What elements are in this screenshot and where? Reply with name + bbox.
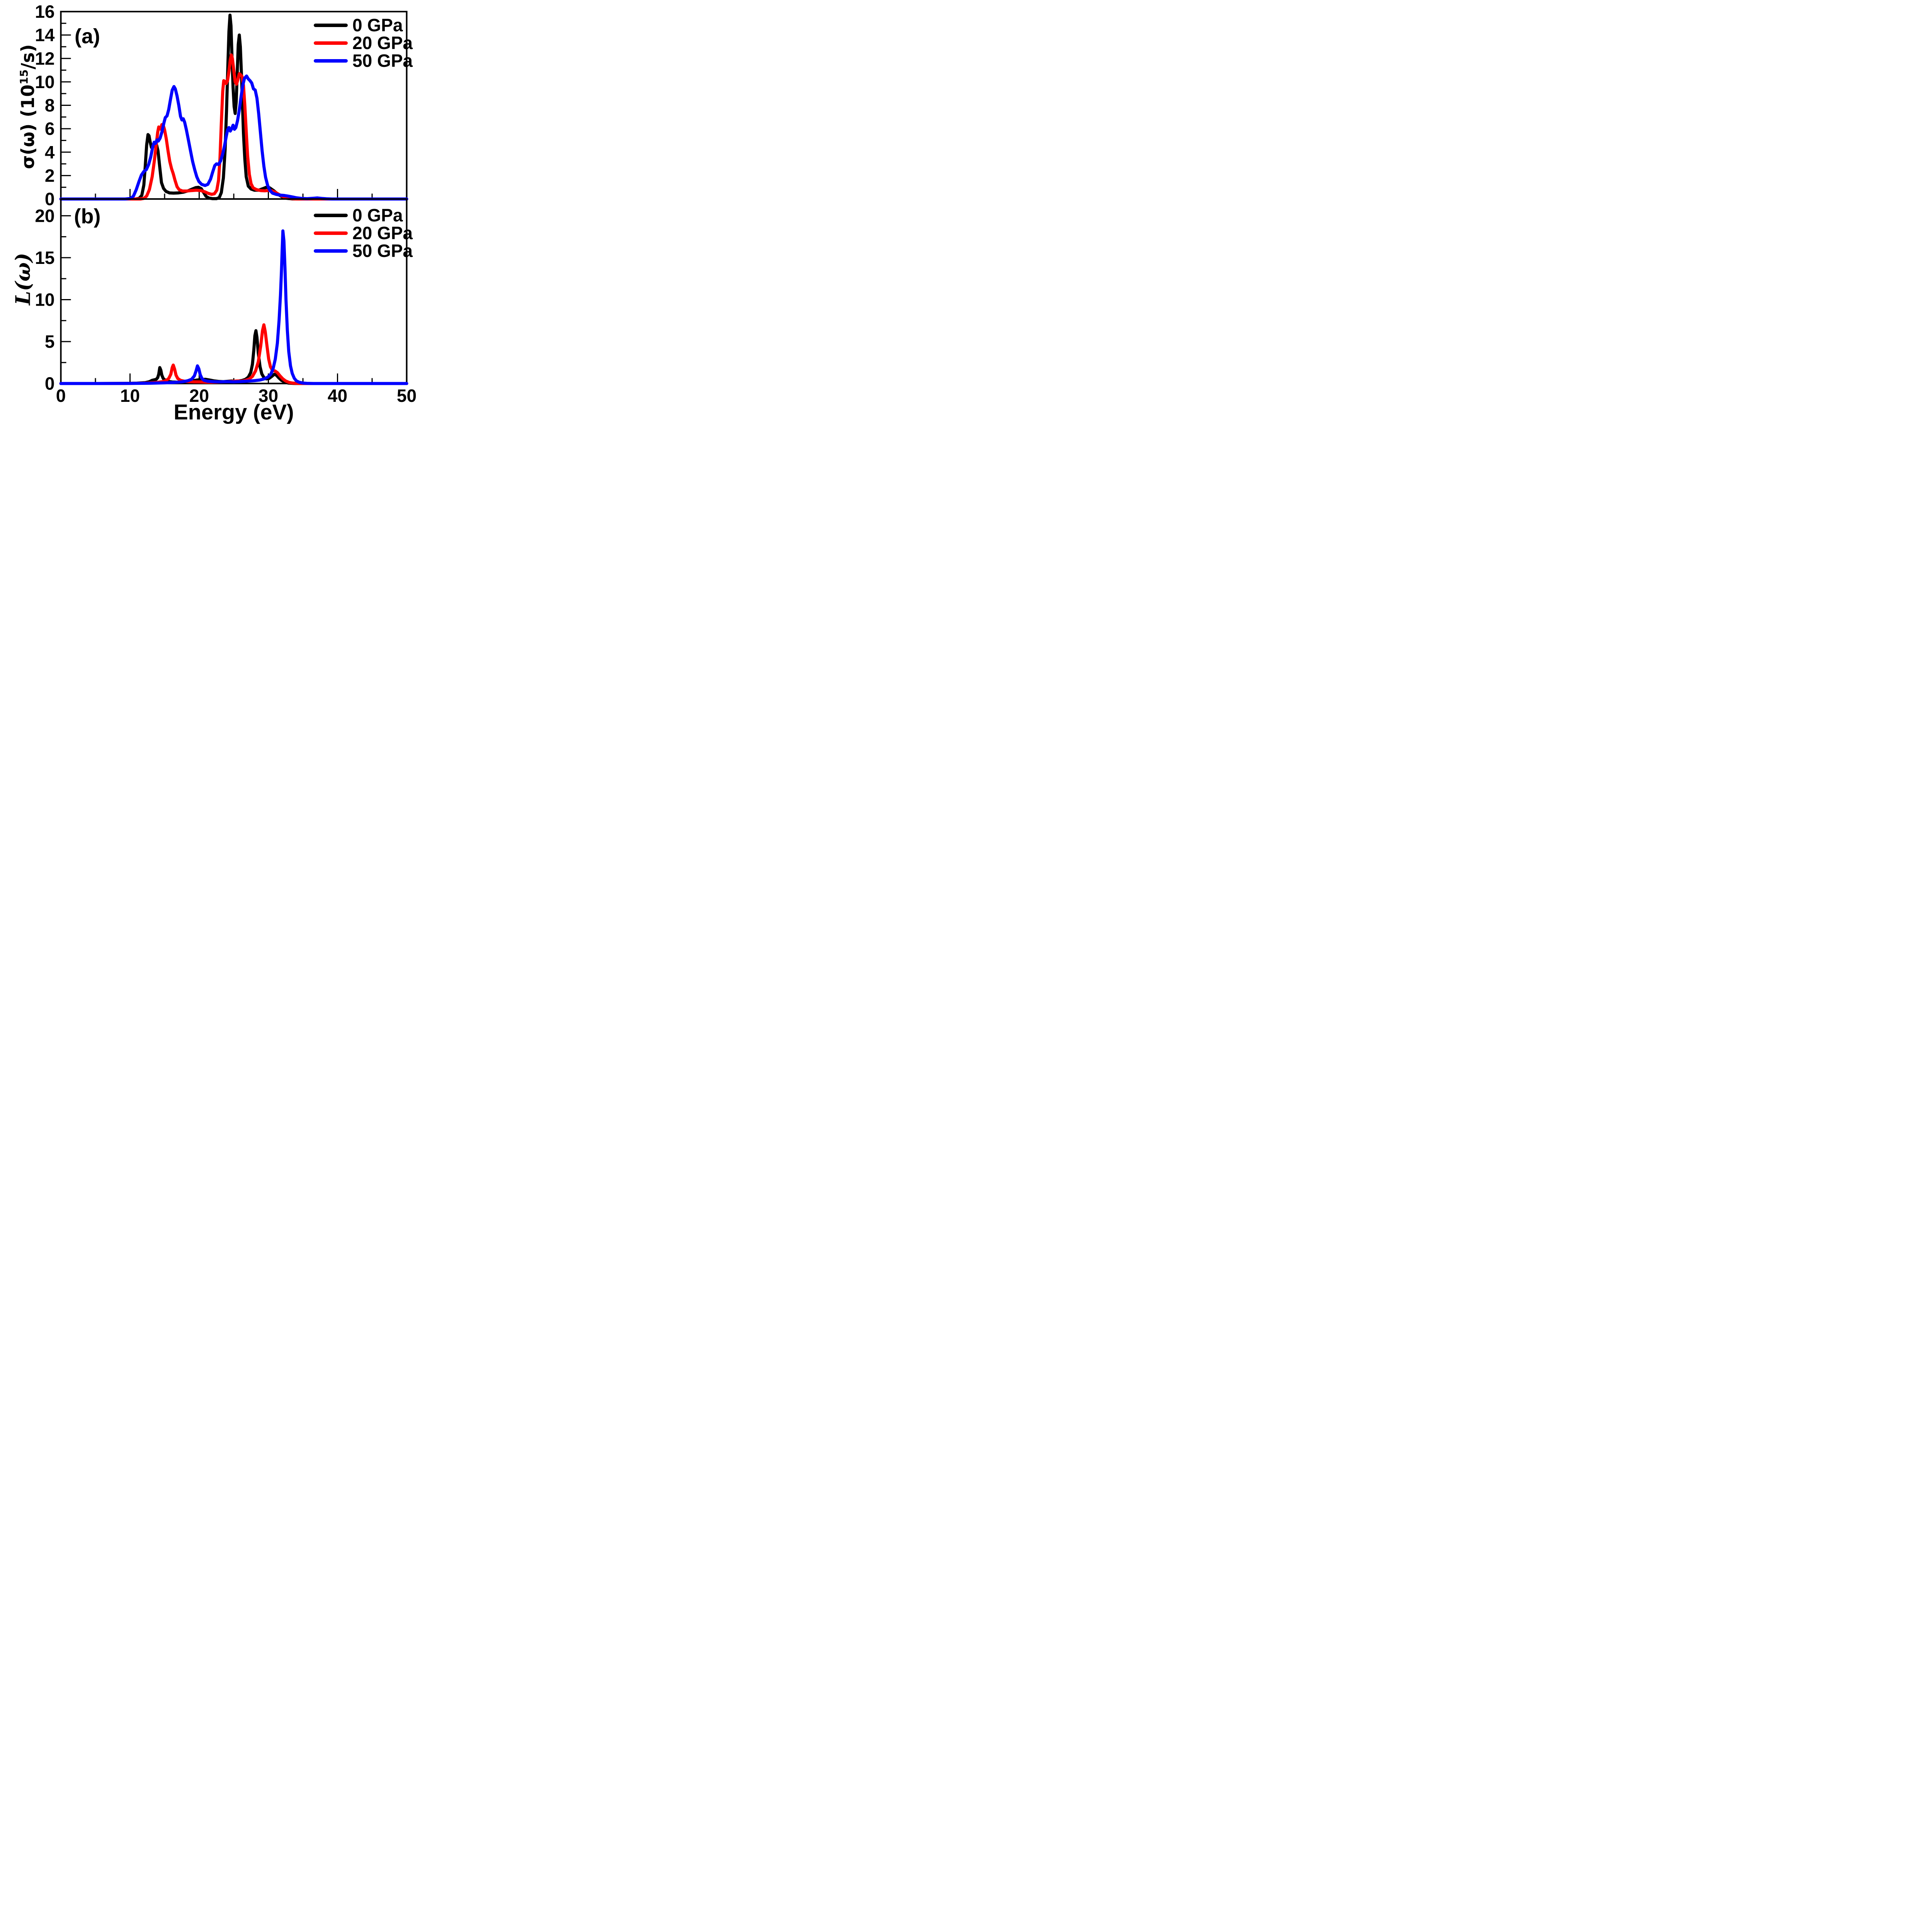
y-axis-label-prefix: σ(ω) (10 bbox=[17, 84, 38, 169]
panel-b-y-axis-label: L(ω) bbox=[11, 253, 35, 305]
legend-label-20gpa: 20 GPa bbox=[352, 223, 413, 243]
legend-label-50gpa: 50 GPa bbox=[352, 241, 413, 261]
panel-a-y-tick-label: 0 bbox=[45, 189, 55, 209]
panel-a-y-tick-label: 12 bbox=[35, 48, 54, 68]
panel-a-y-tick-label: 6 bbox=[45, 119, 55, 139]
y-axis-label-superscript: 15 bbox=[17, 69, 31, 85]
panel-b-curve-20-gpa bbox=[59, 323, 408, 385]
legend-line-swatch-0gpa bbox=[314, 23, 348, 27]
panel-b-y-tick-label: 0 bbox=[45, 374, 55, 394]
legend-item: 0 GPa bbox=[314, 206, 413, 224]
x-tick-label: 50 bbox=[397, 386, 417, 406]
x-tick-label: 0 bbox=[56, 386, 66, 406]
y-axis-label-suffix: /s) bbox=[17, 44, 38, 70]
x-tick-label: 30 bbox=[259, 386, 278, 406]
legend-item: 50 GPa bbox=[314, 52, 413, 70]
panel-b-y-tick-label: 10 bbox=[35, 289, 54, 310]
x-tick-label: 40 bbox=[328, 386, 347, 406]
legend-label-0gpa: 0 GPa bbox=[352, 205, 403, 225]
panel-b-y-tick-label: 15 bbox=[35, 248, 54, 268]
legend-item: 50 GPa bbox=[314, 242, 413, 260]
panel-b-curve-50-gpa bbox=[59, 229, 408, 385]
panel-a-legend: 0 GPa 20 GPa 50 GPa bbox=[314, 16, 413, 70]
legend-label-50gpa: 50 GPa bbox=[352, 51, 413, 71]
panel-b-curve-0-gpa bbox=[59, 329, 408, 385]
panel-a-curve-50-gpa bbox=[59, 74, 408, 201]
legend-line-swatch-50gpa bbox=[314, 249, 348, 253]
panel-a-y-tick-label: 14 bbox=[35, 25, 55, 45]
legend-line-swatch-50gpa bbox=[314, 59, 348, 63]
panel-b-y-tick-label: 20 bbox=[35, 206, 54, 226]
x-tick-label: 20 bbox=[189, 386, 209, 406]
x-tick-label: 10 bbox=[120, 386, 140, 406]
panel-b-y-tick-label: 5 bbox=[45, 332, 55, 352]
legend-item: 20 GPa bbox=[314, 34, 413, 52]
panel-a-label: (a) bbox=[75, 25, 100, 48]
legend-line-swatch-20gpa bbox=[314, 231, 348, 235]
panel-a-y-tick-label: 10 bbox=[35, 72, 54, 92]
panel-a-y-tick-label: 4 bbox=[45, 142, 55, 162]
figure: 0 2 4 6 8 10 12 14 16 0 5 10 15 20 0 10 20 30 40 50 σ(ω) (1… bbox=[0, 0, 417, 426]
panel-b-legend: 0 GPa 20 GPa 50 GPa bbox=[314, 206, 413, 260]
panel-a-y-tick-label: 16 bbox=[35, 2, 54, 22]
legend-item: 0 GPa bbox=[314, 16, 413, 34]
legend-item: 20 GPa bbox=[314, 224, 413, 242]
panel-b-label: (b) bbox=[74, 205, 101, 228]
x-axis-label: Energy (eV) bbox=[173, 400, 294, 424]
legend-label-20gpa: 20 GPa bbox=[352, 33, 413, 53]
panel-a-curve-20-gpa bbox=[59, 53, 408, 201]
legend-line-swatch-0gpa bbox=[314, 213, 348, 217]
panel-a-y-tick-label: 8 bbox=[45, 95, 55, 116]
legend-line-swatch-20gpa bbox=[314, 41, 348, 45]
legend-label-0gpa: 0 GPa bbox=[352, 15, 403, 35]
panel-a-y-axis-label: σ(ω) (1015/s) bbox=[17, 44, 38, 169]
panel-a-y-tick-label: 2 bbox=[45, 165, 55, 185]
